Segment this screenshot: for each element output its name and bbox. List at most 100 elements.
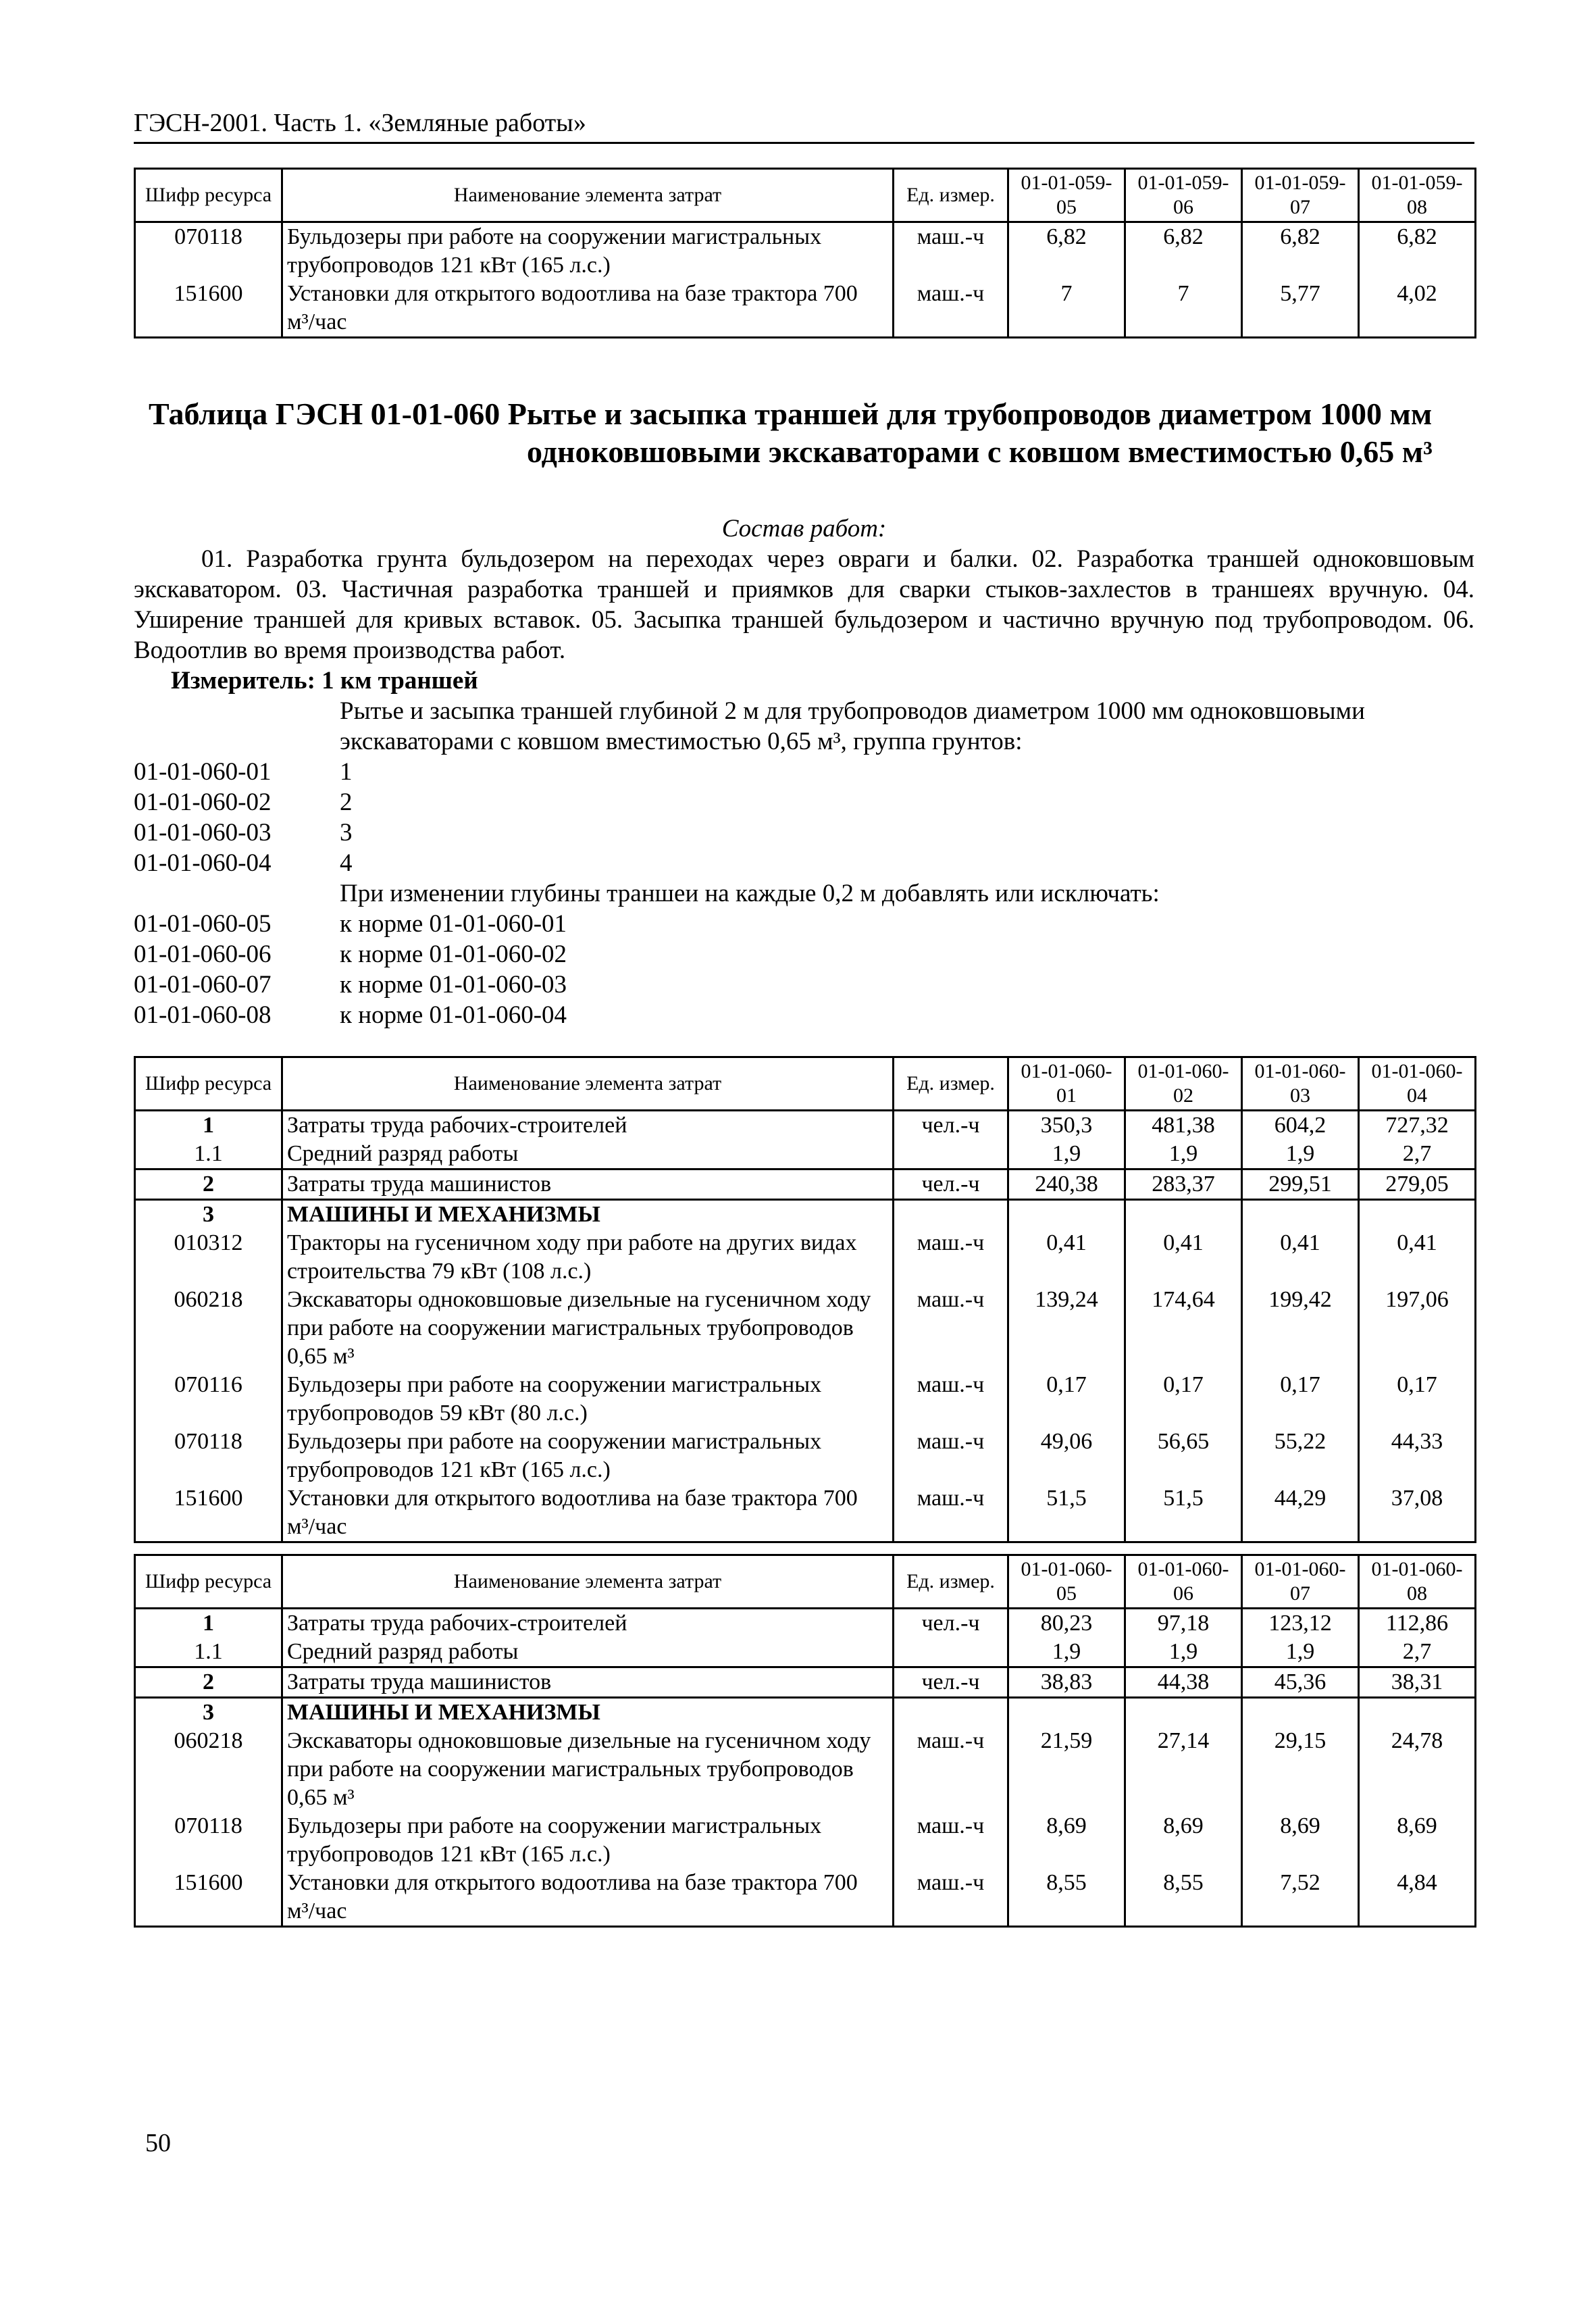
value-cell — [1124, 1697, 1243, 1727]
norm-code: 01-01-060-03 — [134, 819, 272, 847]
value-cell: 174,64 — [1124, 1286, 1243, 1371]
value-cell — [1007, 1199, 1126, 1229]
resource-code: 2 — [134, 1667, 283, 1698]
value-cell: 0,41 — [1358, 1229, 1476, 1286]
resource-name: Бульдозеры при работе на сооружении маги… — [281, 222, 894, 280]
table-row: 070116 Бульдозеры при работе на сооружени… — [134, 1371, 1476, 1428]
value-cell: 0,17 — [1358, 1371, 1476, 1428]
value-cell: 240,38 — [1007, 1169, 1126, 1200]
unit — [892, 1140, 1009, 1169]
value-cell: 0,17 — [1007, 1371, 1126, 1428]
norm-list-soil-groups: 01-01-060-01 1 01-01-060-02 2 01-01-060-03 3 0… — [134, 757, 1474, 878]
table-title: Таблица ГЭСН 01-01-060 Рытье и засыпка т… — [149, 397, 1433, 469]
value-cell — [1007, 1697, 1126, 1727]
value-cell: 6,82 — [1124, 222, 1243, 280]
resource-code: 1.1 — [134, 1638, 283, 1667]
value-cell: 727,32 — [1358, 1110, 1476, 1140]
value-cell — [1241, 1697, 1360, 1727]
value-cell: 21,59 — [1007, 1727, 1126, 1812]
table-row: 3 МАШИНЫ И МЕХАНИЗМЫ — [134, 1199, 1476, 1229]
resource-code: 3 — [134, 1199, 283, 1229]
norm-text: к норме 01-01-060-03 — [340, 971, 567, 999]
table-row: 070118 Бульдозеры при работе на сооружени… — [134, 1428, 1476, 1484]
value-cell: 350,3 — [1007, 1110, 1126, 1140]
value-cell: 8,55 — [1007, 1869, 1126, 1927]
header-norm-code: 01-01-060-07 — [1241, 1554, 1360, 1609]
unit: маш.-ч — [892, 1727, 1009, 1812]
value-cell: 0,17 — [1124, 1371, 1243, 1428]
value-cell: 8,69 — [1358, 1812, 1476, 1869]
norm-code: 01-01-060-08 — [134, 1001, 272, 1029]
value-cell: 44,38 — [1124, 1667, 1243, 1698]
header-norm-code: 01-01-059-05 — [1007, 168, 1126, 223]
value-cell: 604,2 — [1241, 1110, 1360, 1140]
resource-name: Затраты труда машинистов — [281, 1667, 894, 1698]
resource-code: 060218 — [134, 1727, 283, 1812]
value-cell: 8,55 — [1124, 1869, 1243, 1927]
unit: маш.-ч — [892, 1371, 1009, 1428]
row-group: 2 Затраты труда машинистов чел.-ч 240,38 283… — [134, 1169, 1476, 1200]
value-cell: 481,38 — [1124, 1110, 1243, 1140]
norm-code: 01-01-060-02 — [134, 788, 272, 816]
row-group: 1 Затраты труда рабочих-строителей чел.-ч 3… — [134, 1110, 1476, 1169]
resource-name: МАШИНЫ И МЕХАНИЗМЫ — [281, 1697, 894, 1727]
unit: чел.-ч — [892, 1110, 1009, 1140]
value-cell: 2,7 — [1358, 1140, 1476, 1169]
unit: маш.-ч — [892, 222, 1009, 280]
header-unit: Ед. измер. — [892, 1056, 1009, 1111]
value-cell: 38,83 — [1007, 1667, 1126, 1698]
value-cell: 51,5 — [1007, 1484, 1126, 1542]
header-norm-code: 01-01-060-02 — [1124, 1056, 1243, 1111]
resource-name: Экскаваторы одноковшовые дизельные на гу… — [281, 1286, 894, 1371]
running-head: ГЭСН-2001. Часть 1. «Земляные работы» — [134, 108, 1474, 144]
value-cell: 0,41 — [1241, 1229, 1360, 1286]
work-composition-text: 01. Разработка грунта бульдозером на пер… — [134, 545, 1474, 664]
unit: маш.-ч — [892, 1869, 1009, 1927]
resource-name: МАШИНЫ И МЕХАНИЗМЫ — [281, 1199, 894, 1229]
header-name: Наименование элемента затрат — [281, 1056, 894, 1111]
resource-name: Затраты труда рабочих-строителей — [281, 1110, 894, 1140]
unit — [892, 1638, 1009, 1667]
page-number: 50 — [145, 2129, 171, 2157]
resource-table-060-01-04: Шифр ресурса Наименование элемента затрат… — [134, 1056, 1476, 1543]
resource-code: 070118 — [134, 1428, 283, 1484]
unit: маш.-ч — [892, 1484, 1009, 1542]
resource-name: Экскаваторы одноковшовые дизельные на гу… — [281, 1727, 894, 1812]
value-cell: 112,86 — [1358, 1608, 1476, 1638]
resource-code: 060218 — [134, 1286, 283, 1371]
value-cell: 6,82 — [1358, 222, 1476, 280]
header-name: Наименование элемента затрат — [281, 1554, 894, 1609]
header-norm-code: 01-01-060-04 — [1358, 1056, 1476, 1111]
table-row: 070118 Бульдозеры при работе на сооружени… — [134, 222, 1476, 280]
table-row: 1.1 Средний разряд работы 1,9 1,9 1,9 2,7 — [134, 1638, 1476, 1667]
table-row: 151600 Установки для открытого водоотлива… — [134, 1484, 1476, 1542]
header-code: Шифр ресурса — [134, 1056, 283, 1111]
value-cell: 139,24 — [1007, 1286, 1126, 1371]
resource-name: Затраты труда машинистов — [281, 1169, 894, 1200]
resource-code: 1 — [134, 1608, 283, 1638]
norm-text: 4 — [340, 849, 353, 877]
value-cell: 29,15 — [1241, 1727, 1360, 1812]
value-cell: 8,69 — [1241, 1812, 1360, 1869]
unit: маш.-ч — [892, 1286, 1009, 1371]
resource-code: 151600 — [134, 1484, 283, 1542]
value-cell: 0,41 — [1124, 1229, 1243, 1286]
table-row: 010312 Тракторы на гусеничном ходу при ра… — [134, 1229, 1476, 1286]
resource-name: Бульдозеры при работе на сооружении маги… — [281, 1371, 894, 1428]
table-row: 2 Затраты труда машинистов чел.-ч 38,83 44,3… — [134, 1667, 1476, 1698]
header-norm-code: 01-01-060-08 — [1358, 1554, 1476, 1609]
norm-code: 01-01-060-06 — [134, 940, 272, 968]
header-norm-code: 01-01-060-01 — [1007, 1056, 1126, 1111]
resource-name: Бульдозеры при работе на сооружении маги… — [281, 1812, 894, 1869]
resource-code: 2 — [134, 1169, 283, 1200]
unit: чел.-ч — [892, 1608, 1009, 1638]
unit: маш.-ч — [892, 1428, 1009, 1484]
header-norm-code: 01-01-060-06 — [1124, 1554, 1243, 1609]
table-row: 060218 Экскаваторы одноковшовые дизельные… — [134, 1727, 1476, 1812]
resource-name: Установки для открытого водоотлива на ба… — [281, 280, 894, 338]
header-row: Шифр ресурса Наименование элемента затрат… — [134, 1056, 1476, 1111]
value-cell: 1,9 — [1007, 1638, 1126, 1667]
unit — [892, 1697, 1009, 1727]
resource-code: 1 — [134, 1110, 283, 1140]
measurement-unit: Измеритель: 1 км траншей — [171, 667, 478, 695]
